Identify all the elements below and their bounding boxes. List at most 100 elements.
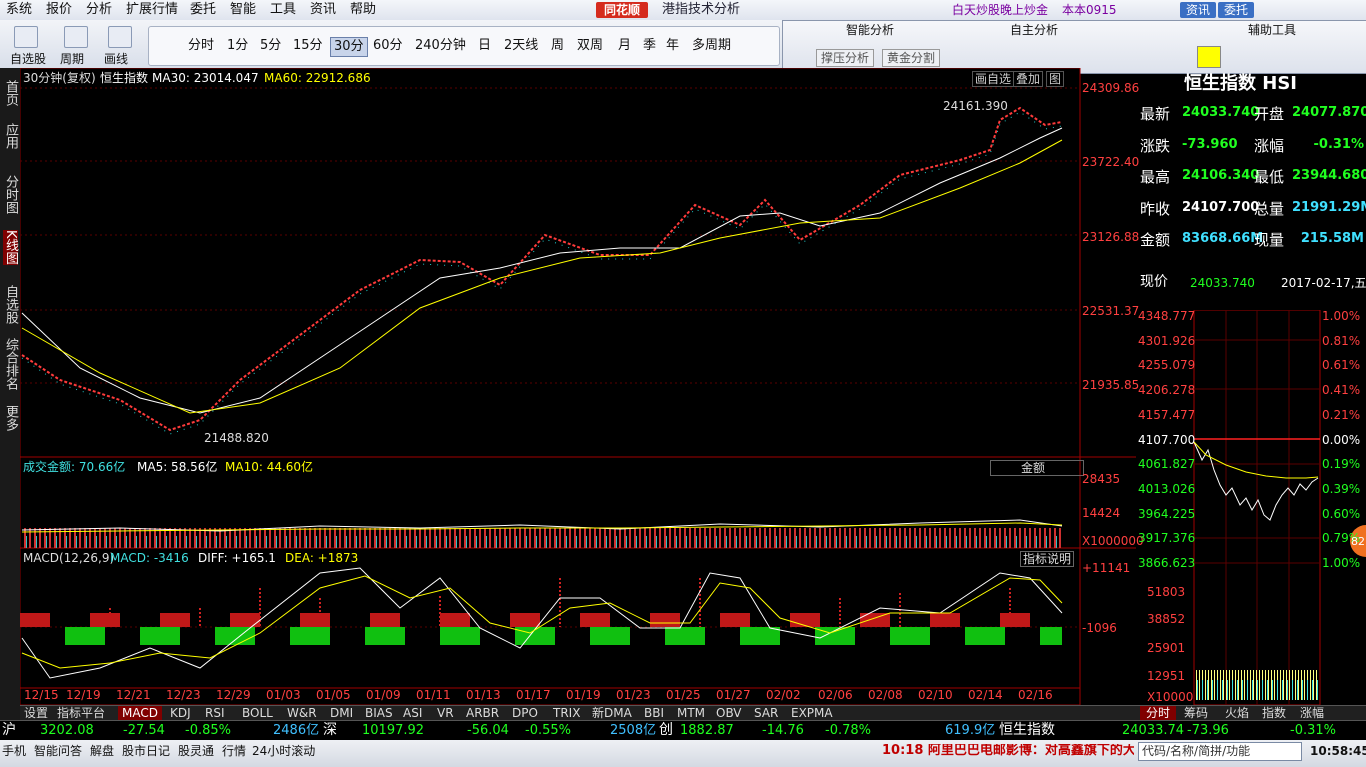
indicator-tab[interactable]: DPO	[512, 706, 538, 720]
tool-label[interactable]: 自选股	[10, 52, 47, 66]
indicator-tab[interactable]: MTM	[677, 706, 706, 720]
period-button[interactable]: 周	[551, 38, 565, 53]
sidebar-tab[interactable]: 首页	[3, 80, 18, 106]
chart-link[interactable]: 图	[1046, 71, 1065, 87]
date-label: 02/10	[918, 688, 953, 702]
sidebar-tab[interactable]: K线图	[3, 230, 18, 265]
indicator-tab[interactable]: 设置	[24, 706, 49, 720]
indicator-tab[interactable]: DMI	[330, 706, 354, 720]
badge[interactable]	[1350, 525, 1366, 557]
indicator-tab[interactable]: ARBR	[466, 706, 500, 720]
indicator-tab[interactable]: 新DMA	[592, 706, 632, 720]
indicator-tab[interactable]: RSI	[205, 706, 225, 720]
logo: 同花顺	[603, 3, 640, 17]
indicator-tab[interactable]: W&R	[287, 706, 317, 720]
period-button[interactable]: 月	[618, 38, 632, 53]
indicator-tab[interactable]: SAR	[754, 706, 779, 720]
analysis-button[interactable]: 黄金分割	[882, 49, 941, 67]
chart-link[interactable]: 画自选	[972, 71, 1015, 87]
quote-label: 总量	[1254, 199, 1285, 218]
indicator-tab[interactable]: VR	[437, 706, 454, 720]
indicator-tab[interactable]: KDJ	[170, 706, 191, 720]
intraday-pct-label: 1.00%	[1322, 309, 1361, 323]
indicator-tab[interactable]: BIAS	[365, 706, 393, 720]
intraday-price-label: 3866.623	[1138, 556, 1196, 570]
footer-link[interactable]: 股灵通	[178, 744, 215, 758]
menu-item[interactable]: 分析	[86, 2, 113, 17]
index-pct: -0.78%	[825, 723, 871, 738]
period-button[interactable]: 季	[643, 38, 657, 53]
footer-link[interactable]: 股市日记	[122, 744, 171, 758]
footer-link[interactable]: 24小时滚动	[252, 744, 316, 758]
menu-item[interactable]: 扩展行情	[126, 2, 179, 17]
period-button[interactable]: 1分	[227, 38, 249, 53]
tool-icon[interactable]	[64, 26, 88, 48]
top-button[interactable]: 委托	[1218, 2, 1255, 18]
period-button[interactable]: 分时	[188, 38, 215, 53]
period-button[interactable]: 30分	[330, 37, 368, 57]
quote-value: 215.58M	[1300, 231, 1364, 246]
sidebar-tab[interactable]: 自选股	[3, 285, 18, 324]
macd-help[interactable]: 指标说明	[1020, 551, 1075, 567]
volume-selector[interactable]: 金额	[990, 460, 1085, 476]
intraday-tab[interactable]: 涨幅	[1300, 706, 1325, 720]
indicator-tab[interactable]: 指标平台	[57, 706, 106, 720]
ma30-label: MA30: 23014.047	[152, 71, 259, 85]
menu-item[interactable]: 委托	[190, 2, 217, 17]
sidebar-tab[interactable]: 综合排名	[3, 338, 18, 390]
intraday-tab[interactable]: 分时	[1140, 706, 1177, 720]
index-change: -73.96	[1187, 723, 1229, 738]
footer-link[interactable]: 手机	[2, 744, 27, 758]
news-ticker[interactable]: 10:18 阿里巴巴电邮影博：对高鑫旗下的大润	[882, 744, 1134, 758]
date-label: 12/19	[66, 688, 101, 702]
index-pct: -0.85%	[185, 723, 231, 738]
tool-label[interactable]: 周期	[60, 52, 85, 66]
volume-axis-label: 14424	[1082, 506, 1121, 520]
menu-item[interactable]: 系统	[6, 2, 33, 17]
period-button[interactable]: 240分钟	[415, 38, 466, 53]
indicator-tab[interactable]: EXPMA	[791, 706, 833, 720]
menu-item[interactable]: 智能	[230, 2, 257, 17]
indicator-tab[interactable]: BOLL	[242, 706, 273, 720]
indicator-tab[interactable]: BBI	[644, 706, 665, 720]
menu-item[interactable]: 资讯	[310, 2, 337, 17]
indicator-tab[interactable]: OBV	[716, 706, 742, 720]
intraday-pct-label: 0.61%	[1322, 358, 1361, 373]
badge-label[interactable]: 82	[1351, 535, 1365, 548]
indicator-tab[interactable]: MACD	[118, 706, 162, 720]
dea-value: DEA: +1873	[285, 551, 359, 565]
period-button[interactable]: 5分	[260, 38, 282, 53]
tool-icon[interactable]	[108, 26, 132, 48]
footer-link[interactable]: 解盘	[90, 744, 115, 758]
sidebar-tab[interactable]: 分时图	[3, 175, 18, 214]
indicator-tab[interactable]: ASI	[403, 706, 423, 720]
promo-link[interactable]: 白天炒股晚上炒金	[952, 3, 1049, 17]
sidebar-tab[interactable]: 更多	[3, 405, 18, 431]
search-box[interactable]	[1138, 742, 1302, 761]
analysis-button[interactable]: 撑压分析	[816, 49, 875, 67]
period-button[interactable]: 年	[666, 38, 680, 53]
date-label: 01/17	[516, 688, 551, 702]
sidebar-tab[interactable]: 应用	[3, 123, 18, 149]
menu-item[interactable]: 工具	[270, 2, 297, 17]
chart-link[interactable]: 叠加	[1013, 71, 1044, 87]
menu-item[interactable]: 帮助	[350, 2, 377, 17]
intraday-tab[interactable]: 筹码	[1184, 706, 1209, 720]
footer-link[interactable]: 行情	[222, 744, 247, 758]
intraday-tab[interactable]: 火焰	[1225, 706, 1250, 720]
top-button[interactable]: 资讯	[1180, 2, 1217, 18]
period-button[interactable]: 双周	[577, 38, 604, 53]
intraday-volume-label: 51803	[1147, 585, 1186, 599]
menu-item[interactable]: 报价	[46, 2, 73, 17]
period-button[interactable]: 60分	[373, 38, 403, 53]
footer-link[interactable]: 智能问答	[34, 744, 83, 758]
tool-label[interactable]: 画线	[104, 52, 129, 66]
tool-icon[interactable]	[14, 26, 38, 48]
period-button[interactable]: 日	[478, 38, 492, 53]
period-button[interactable]: 2天线	[504, 38, 539, 53]
period-button[interactable]: 15分	[293, 38, 323, 53]
period-button[interactable]: 多周期	[692, 38, 732, 53]
intraday-tab[interactable]: 指数	[1262, 706, 1287, 720]
indicator-tab[interactable]: TRIX	[553, 706, 581, 720]
